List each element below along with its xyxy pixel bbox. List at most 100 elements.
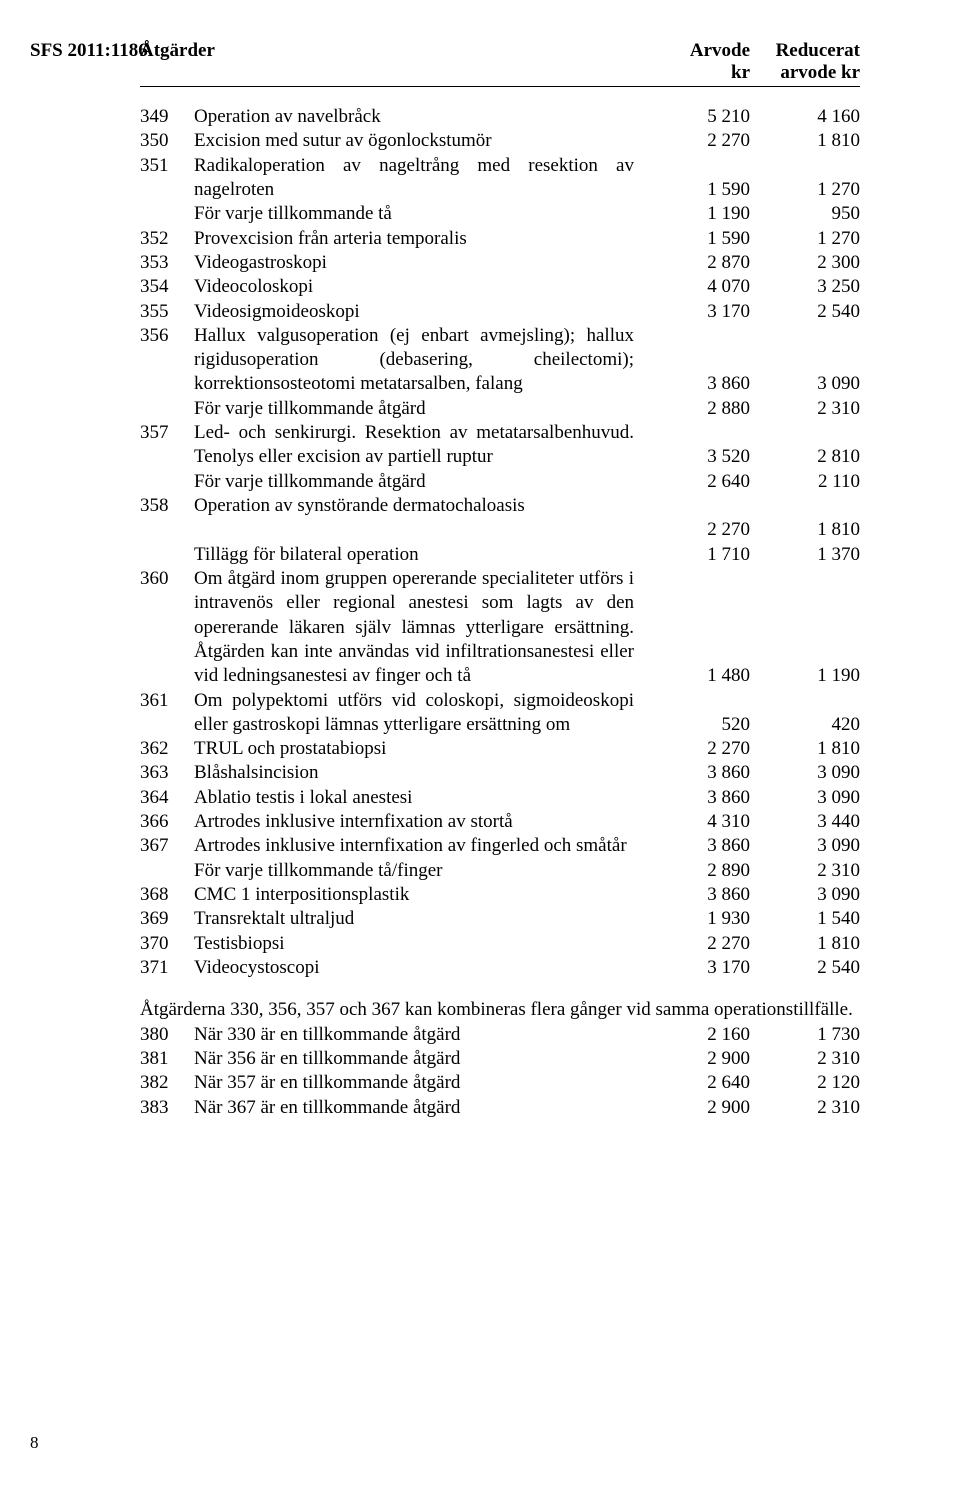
row-reduced: 2 310 — [750, 1096, 860, 1120]
row-desc: Om polypektomi utförs vid coloskopi, sig… — [194, 689, 640, 738]
row-code: 351 — [140, 154, 194, 203]
row-desc: När 356 är en tillkommande åtgärd — [194, 1047, 640, 1071]
row-code: 370 — [140, 932, 194, 956]
row-fee: 1 930 — [640, 907, 750, 931]
header-fee-line2: kr — [640, 62, 750, 84]
row-desc: Testisbiopsi — [194, 932, 640, 956]
table-row: 361Om polypektomi utförs vid coloskopi, … — [140, 689, 860, 738]
table-row: 355Videosigmoideoskopi3 1702 540 — [140, 300, 860, 324]
row-fee: 3 860 — [640, 786, 750, 810]
row-desc: Transrektalt ultraljud — [194, 907, 640, 931]
row-code: 381 — [140, 1047, 194, 1071]
row-desc: Ablatio testis i lokal anestesi — [194, 786, 640, 810]
row-code: 371 — [140, 956, 194, 980]
row-fee: 2 900 — [640, 1096, 750, 1120]
table-body: 349Operation av navelbråck5 2104 160350E… — [140, 105, 860, 980]
table-row: 356Hallux valgusoperation (ej enbart avm… — [140, 324, 860, 397]
row-code: 356 — [140, 324, 194, 397]
row-fee: 3 170 — [640, 300, 750, 324]
row-code: 352 — [140, 227, 194, 251]
row-fee: 3 860 — [640, 761, 750, 785]
table-row: Tillägg för bilateral operation1 7101 37… — [140, 543, 860, 567]
row-desc: Operation av synstörande dermatochaloasi… — [194, 494, 640, 518]
row-desc: CMC 1 interpositionsplastik — [194, 883, 640, 907]
row-reduced: 1 370 — [750, 543, 860, 567]
row-fee: 2 870 — [640, 251, 750, 275]
row-reduced: 2 310 — [750, 397, 860, 421]
row-code: 358 — [140, 494, 194, 518]
row-reduced: 2 310 — [750, 1047, 860, 1071]
row-desc: Provexcision från arteria temporalis — [194, 227, 640, 251]
row-reduced: 2 300 — [750, 251, 860, 275]
row-fee: 5 210 — [640, 105, 750, 129]
row-desc: TRUL och prostatabiopsi — [194, 737, 640, 761]
table-row: 366Artrodes inklusive internfixation av … — [140, 810, 860, 834]
row-code: 380 — [140, 1023, 194, 1047]
row-fee: 4 070 — [640, 275, 750, 299]
row-code — [140, 470, 194, 494]
row-desc: Om åtgärd inom gruppen opererande specia… — [194, 567, 640, 689]
row-code: 360 — [140, 567, 194, 689]
row-fee: 2 270 — [640, 737, 750, 761]
table-row: För varje tillkommande åtgärd2 6402 110 — [140, 470, 860, 494]
table-row: För varje tillkommande tå/finger2 8902 3… — [140, 859, 860, 883]
row-code: 353 — [140, 251, 194, 275]
row-reduced: 1 810 — [750, 932, 860, 956]
header-col-reduced: Reducerat arvode kr — [750, 40, 860, 84]
row-code: 357 — [140, 421, 194, 470]
table-row: 371Videocystoscopi3 1702 540 — [140, 956, 860, 980]
row-desc: Tillägg för bilateral operation — [194, 543, 640, 567]
row-reduced: 2 540 — [750, 956, 860, 980]
table-row: 360Om åtgärd inom gruppen opererande spe… — [140, 567, 860, 689]
row-fee: 2 890 — [640, 859, 750, 883]
row-desc: För varje tillkommande tå — [194, 202, 640, 226]
row-code: 367 — [140, 834, 194, 858]
row-desc: När 357 är en tillkommande åtgärd — [194, 1071, 640, 1095]
row-fee: 1 480 — [640, 567, 750, 689]
row-code: 363 — [140, 761, 194, 785]
table-row: 354Videocoloskopi4 0703 250 — [140, 275, 860, 299]
row-fee: 1 590 — [640, 227, 750, 251]
row-code — [140, 397, 194, 421]
row-reduced: 1 810 — [750, 129, 860, 153]
table-row: 350Excision med sutur av ögonlockstumör2… — [140, 129, 860, 153]
row-reduced: 2 120 — [750, 1071, 860, 1095]
row-desc: Excision med sutur av ögonlockstumör — [194, 129, 640, 153]
row-code: 350 — [140, 129, 194, 153]
row-code — [140, 202, 194, 226]
row-reduced: 1 270 — [750, 227, 860, 251]
row-desc: Artrodes inklusive internfixation av fin… — [194, 834, 640, 858]
row-reduced: 2 310 — [750, 859, 860, 883]
row-fee: 1 590 — [640, 154, 750, 203]
row-fee: 3 520 — [640, 421, 750, 470]
row-reduced — [750, 494, 860, 518]
row-reduced: 950 — [750, 202, 860, 226]
row-code — [140, 543, 194, 567]
table-row: 383När 367 är en tillkommande åtgärd2 90… — [140, 1096, 860, 1120]
table-row: 353Videogastroskopi2 8702 300 — [140, 251, 860, 275]
row-code: 369 — [140, 907, 194, 931]
header-fee-line1: Arvode — [640, 40, 750, 62]
table-row: 368CMC 1 interpositionsplastik3 8603 090 — [140, 883, 860, 907]
row-desc: För varje tillkommande åtgärd — [194, 470, 640, 494]
row-code: 364 — [140, 786, 194, 810]
table-row: 351Radikaloperation av nageltrång med re… — [140, 154, 860, 203]
row-code: 366 — [140, 810, 194, 834]
table-body-2: 380När 330 är en tillkommande åtgärd2 16… — [140, 1023, 860, 1120]
table-row: 363Blåshalsincision3 8603 090 — [140, 761, 860, 785]
row-fee — [640, 494, 750, 518]
row-fee: 520 — [640, 689, 750, 738]
row-code: 349 — [140, 105, 194, 129]
table-row: 369Transrektalt ultraljud1 9301 540 — [140, 907, 860, 931]
row-reduced: 3 090 — [750, 324, 860, 397]
table-row: 367Artrodes inklusive internfixation av … — [140, 834, 860, 858]
row-fee: 2 270 — [640, 518, 750, 542]
row-desc: Radikaloperation av nageltrång med resek… — [194, 154, 640, 203]
row-code: 368 — [140, 883, 194, 907]
row-fee: 3 170 — [640, 956, 750, 980]
row-desc: Hallux valgusoperation (ej enbart avmejs… — [194, 324, 640, 397]
row-code — [140, 859, 194, 883]
row-desc: För varje tillkommande åtgärd — [194, 397, 640, 421]
table-row: 381När 356 är en tillkommande åtgärd2 90… — [140, 1047, 860, 1071]
header-reduced-line1: Reducerat — [750, 40, 860, 62]
